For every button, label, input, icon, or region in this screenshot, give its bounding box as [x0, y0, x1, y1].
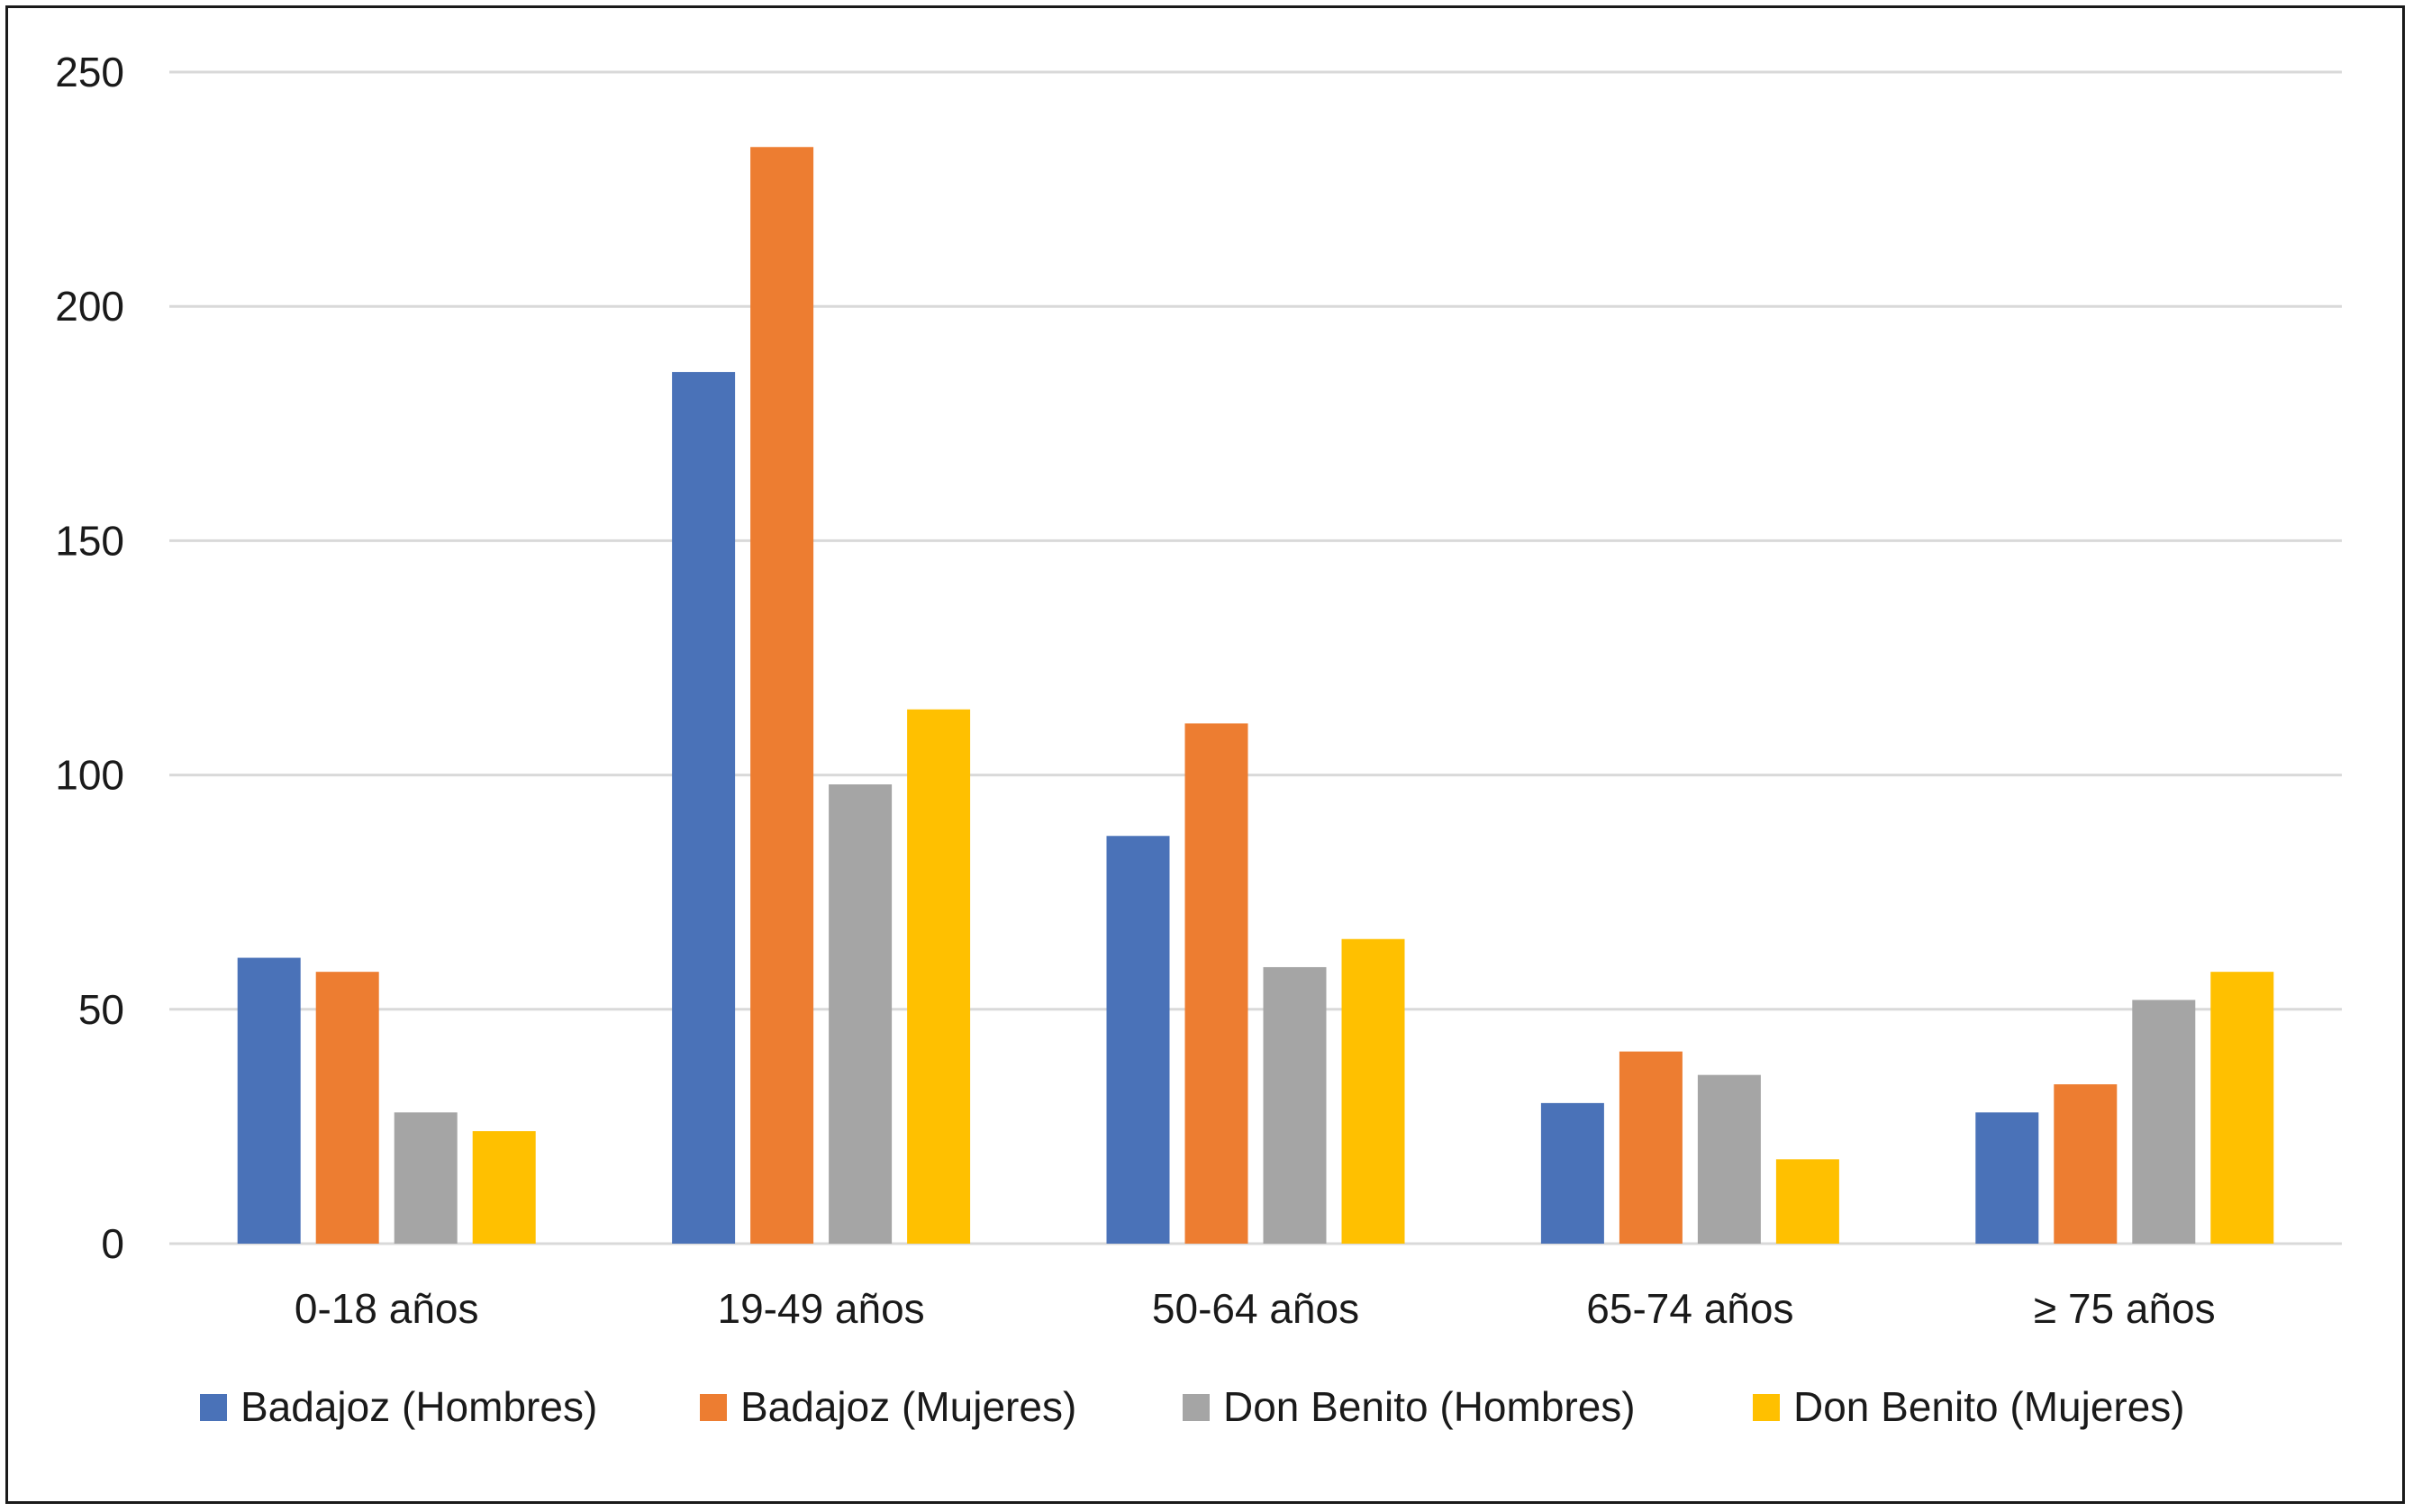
x-tick-label: 65-74 años	[1586, 1285, 1793, 1332]
x-tick-label: ≥ 75 años	[2034, 1285, 2216, 1332]
x-axis-ticks: 0-18 años 19-49 años 50-64 años 65-74 años ≥…	[295, 1285, 2216, 1332]
legend-label: Badajoz (Hombres)	[240, 1383, 597, 1430]
bar-4-4	[1775, 1159, 1839, 1244]
y-tick-label: 250	[55, 49, 124, 95]
bar-1-2	[315, 972, 379, 1244]
y-tick-label: 200	[55, 283, 124, 330]
bar-5-1	[1975, 1112, 2039, 1244]
x-tick-label: 0-18 años	[295, 1285, 479, 1332]
bar-5-4	[2210, 972, 2274, 1244]
bar-4-1	[1540, 1102, 1604, 1244]
bar-3-4	[1341, 938, 1405, 1244]
y-tick-label: 100	[55, 752, 124, 799]
y-tick-label: 50	[78, 986, 124, 1033]
legend-swatch	[1183, 1394, 1210, 1421]
bars	[237, 147, 2274, 1244]
bar-2-1	[672, 372, 736, 1244]
bar-3-1	[1106, 836, 1170, 1244]
bar-3-3	[1263, 966, 1327, 1244]
bar-1-4	[472, 1131, 536, 1244]
x-tick-label: 50-64 años	[1152, 1285, 1359, 1332]
bar-1-3	[394, 1112, 458, 1244]
legend: Badajoz (Hombres) Badajoz (Mujeres) Don Be…	[200, 1383, 2185, 1430]
legend-label: Don Benito (Hombres)	[1223, 1383, 1636, 1430]
y-axis-ticks: 0 50 100 150 200 250	[55, 49, 124, 1267]
legend-label: Badajoz (Mujeres)	[740, 1383, 1076, 1430]
bar-3-2	[1184, 723, 1248, 1244]
bar-2-4	[907, 709, 971, 1244]
bar-2-2	[750, 147, 814, 1244]
legend-swatch	[700, 1394, 727, 1421]
y-tick-label: 0	[101, 1220, 124, 1267]
legend-swatch	[1753, 1394, 1780, 1421]
legend-swatch	[200, 1394, 227, 1421]
bar-4-2	[1619, 1051, 1683, 1244]
bar-1-1	[237, 957, 301, 1244]
gridlines	[169, 70, 2342, 1245]
bar-2-3	[829, 784, 893, 1244]
x-tick-label: 19-49 años	[718, 1285, 925, 1332]
legend-label: Don Benito (Mujeres)	[1793, 1383, 2185, 1430]
bar-4-3	[1697, 1074, 1761, 1244]
bar-5-2	[2054, 1084, 2118, 1244]
bar-5-3	[2132, 1000, 2196, 1244]
y-tick-label: 150	[55, 517, 124, 564]
